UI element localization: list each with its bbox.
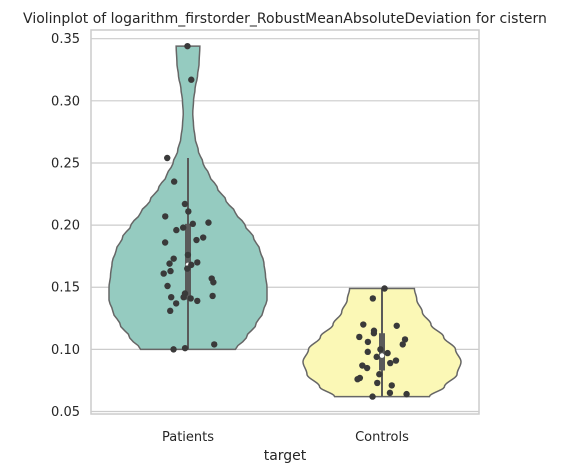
y-tick-label: 0.15 xyxy=(51,281,80,296)
data-point xyxy=(360,321,367,328)
data-point xyxy=(363,364,371,372)
data-point xyxy=(386,389,394,397)
x-axis-label: target xyxy=(264,448,307,464)
data-point xyxy=(188,76,195,83)
data-point xyxy=(181,200,189,208)
data-point xyxy=(168,293,175,301)
data-point xyxy=(162,213,169,220)
data-point xyxy=(199,234,207,241)
data-point xyxy=(189,220,197,228)
data-point xyxy=(393,322,400,329)
data-point xyxy=(167,267,174,275)
data-point xyxy=(164,282,171,290)
data-point xyxy=(166,260,173,267)
chart-title: Violinplot of logarithm_firstorder_Robus… xyxy=(23,11,547,27)
data-point xyxy=(381,285,388,292)
strip-points xyxy=(160,42,410,400)
data-point xyxy=(399,341,406,348)
plot-frame xyxy=(90,29,480,415)
data-point xyxy=(364,338,372,346)
data-point xyxy=(170,255,177,262)
data-point xyxy=(387,359,394,367)
data-point xyxy=(374,379,381,387)
data-point xyxy=(167,307,174,315)
data-point xyxy=(354,376,361,383)
data-point xyxy=(194,259,201,266)
y-tick-label: 0.35 xyxy=(51,32,80,47)
y-tick-label: 0.05 xyxy=(51,405,80,420)
y-tick-label: 0.30 xyxy=(51,94,80,109)
data-point xyxy=(170,178,178,185)
data-point xyxy=(184,42,191,50)
data-point xyxy=(369,295,377,302)
data-point xyxy=(194,297,201,305)
data-point xyxy=(364,348,371,356)
data-point xyxy=(172,300,180,307)
data-point xyxy=(184,265,191,272)
x-tick-label: Controls xyxy=(355,430,409,445)
data-point xyxy=(209,292,216,300)
data-point xyxy=(359,362,366,369)
data-point xyxy=(210,279,217,286)
data-point xyxy=(173,226,180,234)
y-tick-label: 0.20 xyxy=(51,219,80,234)
data-point xyxy=(369,393,376,400)
y-tick-label: 0.10 xyxy=(51,343,80,358)
data-point xyxy=(392,357,400,364)
data-point xyxy=(373,353,380,361)
data-point xyxy=(205,219,212,226)
data-point xyxy=(356,333,363,341)
data-point xyxy=(185,208,192,215)
data-point xyxy=(388,382,395,389)
data-point xyxy=(179,224,187,231)
data-point xyxy=(161,239,169,246)
data-point xyxy=(187,295,194,302)
data-point xyxy=(181,344,189,352)
data-point xyxy=(184,251,192,259)
data-point xyxy=(170,346,177,353)
data-point xyxy=(376,371,383,378)
data-point xyxy=(160,270,167,277)
data-point xyxy=(370,330,378,337)
axes-spines xyxy=(90,29,480,415)
data-point xyxy=(377,346,384,353)
data-point xyxy=(193,236,200,244)
y-tick-labels: 0.05 0.10 0.15 0.20 0.25 0.30 0.35 xyxy=(51,32,80,420)
median-marker-controls xyxy=(379,353,385,358)
data-point xyxy=(180,293,187,301)
y-tick-label: 0.25 xyxy=(51,156,80,171)
data-point xyxy=(403,390,410,398)
x-tick-label: Patients xyxy=(162,430,214,445)
x-tick-labels: Patients Controls xyxy=(162,430,409,445)
data-point xyxy=(401,336,409,343)
data-point xyxy=(164,154,171,162)
data-point xyxy=(384,349,391,357)
data-point xyxy=(211,341,218,348)
iqr-box-patients xyxy=(185,223,191,300)
